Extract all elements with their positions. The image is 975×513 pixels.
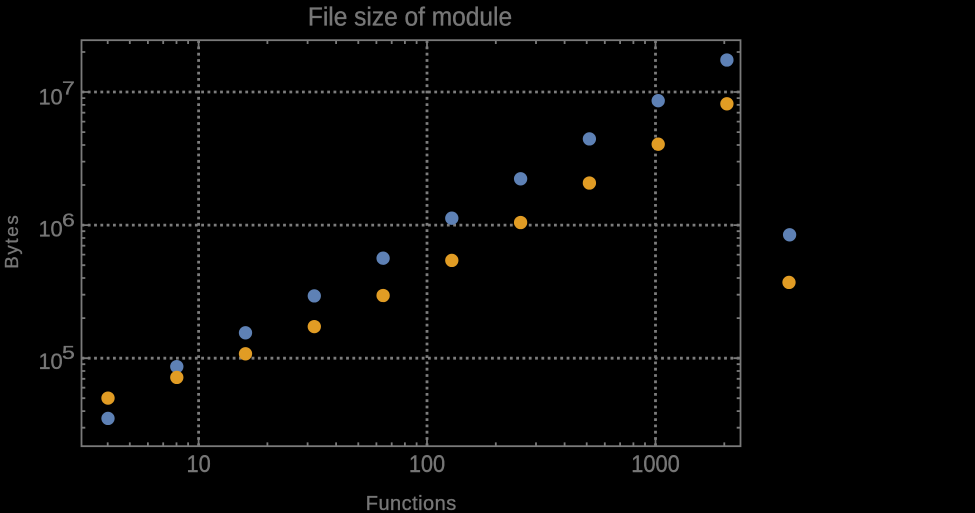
svg-text:7: 7 (62, 78, 75, 98)
svg-text:5: 5 (62, 343, 75, 363)
svg-text:100: 100 (409, 450, 445, 477)
svg-text:1000: 1000 (631, 450, 679, 477)
svg-text:Bytes: Bytes (1, 215, 22, 269)
svg-text:10: 10 (38, 349, 62, 374)
svg-text:10: 10 (186, 450, 210, 477)
svg-text:Functions: Functions (366, 493, 457, 513)
svg-text:6: 6 (62, 211, 75, 231)
svg-text:10: 10 (38, 84, 62, 109)
svg-text:File size of module: File size of module (308, 3, 512, 32)
svg-text:10: 10 (38, 217, 62, 242)
